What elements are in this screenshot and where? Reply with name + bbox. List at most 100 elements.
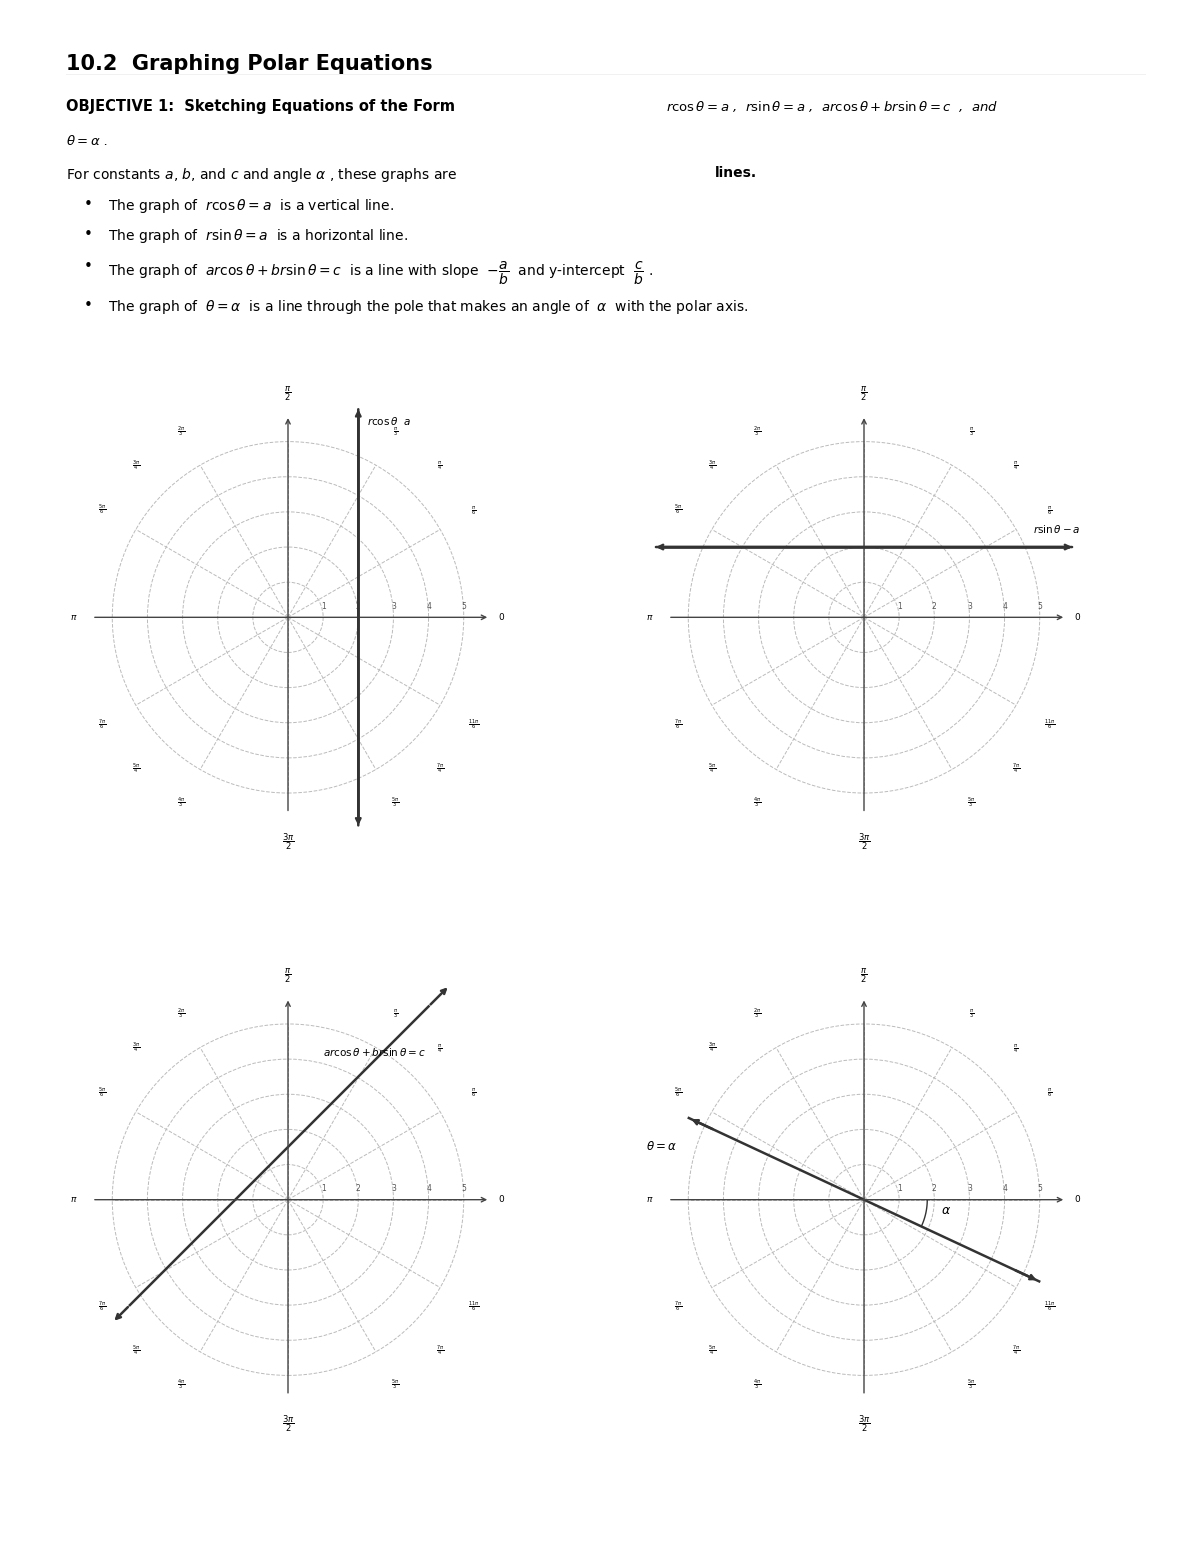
Text: $\frac{\pi}{4}$: $\frac{\pi}{4}$	[1013, 1042, 1018, 1054]
Text: 5: 5	[1037, 1185, 1042, 1193]
Text: $\frac{5\pi}{3}$: $\frac{5\pi}{3}$	[391, 795, 400, 811]
Text: $\dfrac{\pi}{2}$: $\dfrac{\pi}{2}$	[284, 385, 292, 404]
Text: •: •	[84, 227, 92, 242]
Text: $\frac{\pi}{6}$: $\frac{\pi}{6}$	[1048, 503, 1052, 517]
Text: OBJECTIVE 1:  Sketching Equations of the Form: OBJECTIVE 1: Sketching Equations of the …	[66, 99, 466, 115]
Text: The graph of  $r\cos\theta =a$  is a vertical line.: The graph of $r\cos\theta =a$ is a verti…	[108, 197, 394, 216]
Text: $\frac{\pi}{3}$: $\frac{\pi}{3}$	[968, 426, 973, 438]
Text: $\frac{3\pi}{4}$: $\frac{3\pi}{4}$	[132, 1041, 140, 1054]
Text: $\frac{7\pi}{6}$: $\frac{7\pi}{6}$	[674, 717, 683, 731]
Text: 2: 2	[356, 603, 361, 610]
Text: $\frac{7\pi}{6}$: $\frac{7\pi}{6}$	[98, 717, 107, 731]
Text: $r\sin\theta - a$: $r\sin\theta - a$	[1033, 523, 1080, 534]
Text: $\frac{7\pi}{6}$: $\frac{7\pi}{6}$	[674, 1300, 683, 1314]
Text: •: •	[84, 298, 92, 314]
Text: The graph of  $r\sin\theta =a$  is a horizontal line.: The graph of $r\sin\theta =a$ is a horiz…	[108, 227, 408, 245]
Text: $r\cos\theta =a$ ,  $r\sin\theta =a$ ,  $ar\cos\theta +br\sin\theta =c$  ,  and: $r\cos\theta =a$ , $r\sin\theta =a$ , $a…	[666, 99, 998, 115]
Text: $\frac{5\pi}{6}$: $\frac{5\pi}{6}$	[674, 1086, 683, 1100]
Text: $ar\cos\theta +br\sin\theta =c$: $ar\cos\theta +br\sin\theta =c$	[323, 1047, 426, 1058]
Text: $\frac{5\pi}{6}$: $\frac{5\pi}{6}$	[98, 503, 107, 517]
Text: 4: 4	[1002, 1185, 1007, 1193]
Text: 1: 1	[320, 1185, 325, 1193]
Text: $\frac{4\pi}{3}$: $\frac{4\pi}{3}$	[752, 795, 761, 811]
Text: $\frac{\pi}{3}$: $\frac{\pi}{3}$	[392, 1008, 397, 1020]
Text: $\frac{7\pi}{4}$: $\frac{7\pi}{4}$	[436, 763, 444, 776]
Text: $\frac{7\pi}{4}$: $\frac{7\pi}{4}$	[1012, 763, 1020, 776]
Text: $\dfrac{\pi}{2}$: $\dfrac{\pi}{2}$	[284, 968, 292, 986]
Text: 0: 0	[498, 1196, 504, 1204]
Text: 2: 2	[932, 1185, 937, 1193]
Text: $\frac{5\pi}{6}$: $\frac{5\pi}{6}$	[98, 1086, 107, 1100]
Text: lines.: lines.	[715, 166, 757, 180]
Text: $\dfrac{3\pi}{2}$: $\dfrac{3\pi}{2}$	[282, 831, 294, 853]
Text: $\frac{5\pi}{3}$: $\frac{5\pi}{3}$	[391, 1378, 400, 1393]
Text: $\frac{\pi}{6}$: $\frac{\pi}{6}$	[472, 1086, 476, 1100]
Text: $\frac{2\pi}{3}$: $\frac{2\pi}{3}$	[176, 424, 185, 439]
Text: The graph of  $\theta =\alpha$  is a line through the pole that makes an angle o: The graph of $\theta =\alpha$ is a line …	[108, 298, 749, 317]
Text: $\theta =\alpha$: $\theta =\alpha$	[646, 1140, 677, 1154]
Text: $\dfrac{3\pi}{2}$: $\dfrac{3\pi}{2}$	[858, 831, 870, 853]
Text: $\frac{5\pi}{4}$: $\frac{5\pi}{4}$	[708, 763, 716, 776]
Text: $\pi$: $\pi$	[71, 613, 78, 621]
Text: $r\cos\theta\ \ a$: $r\cos\theta\ \ a$	[367, 415, 412, 427]
Text: $\frac{11\pi}{6}$: $\frac{11\pi}{6}$	[468, 1300, 479, 1314]
Text: $\frac{7\pi}{4}$: $\frac{7\pi}{4}$	[436, 1345, 444, 1359]
Text: 5: 5	[461, 603, 466, 610]
Text: 5: 5	[1037, 603, 1042, 610]
Text: For constants $a$, $b$, and $c$ and angle $\alpha$ , these graphs are: For constants $a$, $b$, and $c$ and angl…	[66, 166, 457, 185]
Text: $\frac{4\pi}{3}$: $\frac{4\pi}{3}$	[176, 1378, 185, 1393]
Text: $\frac{7\pi}{4}$: $\frac{7\pi}{4}$	[1012, 1345, 1020, 1359]
Text: 3: 3	[391, 1185, 396, 1193]
Text: 4: 4	[426, 603, 431, 610]
Text: $\frac{3\pi}{4}$: $\frac{3\pi}{4}$	[708, 1041, 716, 1054]
Text: $\frac{\pi}{4}$: $\frac{\pi}{4}$	[1013, 460, 1018, 472]
Text: $\frac{\pi}{4}$: $\frac{\pi}{4}$	[437, 1042, 442, 1054]
Text: $\frac{\pi}{6}$: $\frac{\pi}{6}$	[1048, 1086, 1052, 1100]
Text: $\frac{5\pi}{3}$: $\frac{5\pi}{3}$	[967, 1378, 976, 1393]
Text: 3: 3	[391, 603, 396, 610]
Text: 0: 0	[498, 613, 504, 621]
Text: 0: 0	[1074, 1196, 1080, 1204]
Text: 0: 0	[1074, 613, 1080, 621]
Text: $\frac{\pi}{6}$: $\frac{\pi}{6}$	[472, 503, 476, 517]
Text: 3: 3	[967, 1185, 972, 1193]
Text: $\frac{5\pi}{4}$: $\frac{5\pi}{4}$	[132, 763, 140, 776]
Text: 4: 4	[426, 1185, 431, 1193]
Text: $\frac{3\pi}{4}$: $\frac{3\pi}{4}$	[132, 458, 140, 472]
Text: $\frac{7\pi}{6}$: $\frac{7\pi}{6}$	[98, 1300, 107, 1314]
Text: $\pi$: $\pi$	[71, 1196, 78, 1204]
Text: 10.2  Graphing Polar Equations: 10.2 Graphing Polar Equations	[66, 54, 433, 75]
Text: $\frac{3\pi}{4}$: $\frac{3\pi}{4}$	[708, 458, 716, 472]
Text: $\frac{5\pi}{6}$: $\frac{5\pi}{6}$	[674, 503, 683, 517]
Text: $\frac{11\pi}{6}$: $\frac{11\pi}{6}$	[1044, 717, 1055, 731]
Text: $\theta =\alpha$ .: $\theta =\alpha$ .	[66, 134, 108, 148]
Text: $\pi$: $\pi$	[647, 1196, 654, 1204]
Text: $\dfrac{3\pi}{2}$: $\dfrac{3\pi}{2}$	[858, 1413, 870, 1435]
Text: $\frac{5\pi}{4}$: $\frac{5\pi}{4}$	[708, 1345, 716, 1359]
Text: 5: 5	[461, 1185, 466, 1193]
Text: •: •	[84, 197, 92, 213]
Text: 4: 4	[1002, 603, 1007, 610]
Text: $\frac{5\pi}{3}$: $\frac{5\pi}{3}$	[967, 795, 976, 811]
Text: $\pi$: $\pi$	[647, 613, 654, 621]
Text: 2: 2	[932, 603, 937, 610]
Text: •: •	[84, 259, 92, 275]
Text: $\frac{5\pi}{4}$: $\frac{5\pi}{4}$	[132, 1345, 140, 1359]
Text: $\frac{4\pi}{3}$: $\frac{4\pi}{3}$	[752, 1378, 761, 1393]
Text: $\dfrac{3\pi}{2}$: $\dfrac{3\pi}{2}$	[282, 1413, 294, 1435]
Text: $\alpha$: $\alpha$	[941, 1204, 952, 1216]
Text: 2: 2	[356, 1185, 361, 1193]
Text: $\dfrac{\pi}{2}$: $\dfrac{\pi}{2}$	[860, 968, 868, 986]
Text: $\frac{4\pi}{3}$: $\frac{4\pi}{3}$	[176, 795, 185, 811]
Text: $\frac{2\pi}{3}$: $\frac{2\pi}{3}$	[752, 424, 761, 439]
Text: 1: 1	[896, 603, 901, 610]
Text: $\frac{\pi}{3}$: $\frac{\pi}{3}$	[392, 426, 397, 438]
Text: $\frac{\pi}{4}$: $\frac{\pi}{4}$	[437, 460, 442, 472]
Text: $\frac{11\pi}{6}$: $\frac{11\pi}{6}$	[468, 717, 479, 731]
Text: 3: 3	[967, 603, 972, 610]
Text: 1: 1	[320, 603, 325, 610]
Text: $\frac{2\pi}{3}$: $\frac{2\pi}{3}$	[752, 1006, 761, 1022]
Text: The graph of  $ar\cos\theta +br\sin\theta =c$  is a line with slope  $-\dfrac{a}: The graph of $ar\cos\theta +br\sin\theta…	[108, 259, 653, 287]
Text: $\frac{2\pi}{3}$: $\frac{2\pi}{3}$	[176, 1006, 185, 1022]
Text: 1: 1	[896, 1185, 901, 1193]
